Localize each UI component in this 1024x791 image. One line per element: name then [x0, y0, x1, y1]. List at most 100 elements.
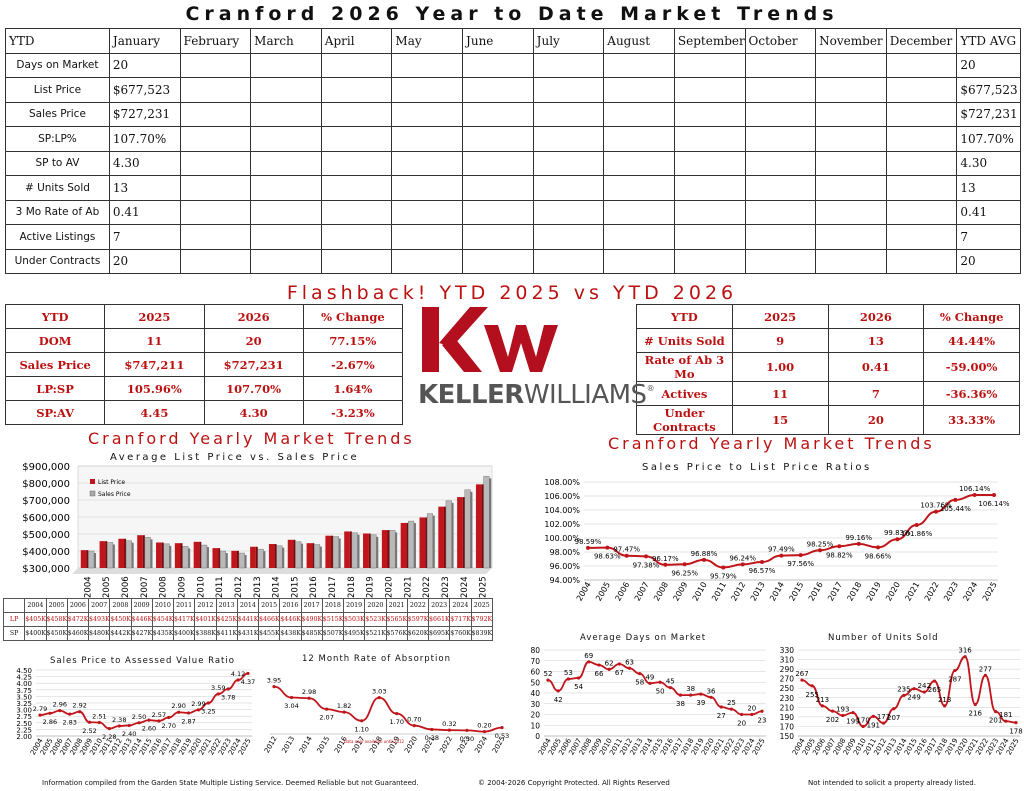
- data-label: 98.82%: [826, 551, 853, 559]
- bar-sales-price: [370, 534, 377, 569]
- x-tick-label: 2015: [316, 735, 332, 754]
- spav-chart: 2.002.252.502.753.003.253.503.754.004.25…: [16, 667, 255, 756]
- data-point: [837, 544, 842, 549]
- bar-list-side: [312, 543, 315, 568]
- data-label: 27: [717, 712, 726, 720]
- bar-sales-side: [395, 532, 398, 568]
- bar-sales-price: [107, 542, 114, 569]
- x-tick-label: 2024: [460, 576, 470, 598]
- bar-list-side: [236, 550, 239, 568]
- data-point: [871, 714, 875, 719]
- lp-table-year: 2024: [449, 598, 472, 613]
- y-tick-label: 40: [530, 689, 540, 698]
- lp-table-value: $523K: [364, 612, 387, 627]
- y-tick-label: $400,000: [22, 547, 70, 558]
- ytd-empty-cell: [673, 224, 746, 250]
- bar-sales-side: [131, 542, 134, 568]
- y-tick-label: 250: [780, 684, 795, 693]
- lp-table-value: $490K: [300, 612, 323, 627]
- y-tick-label: 94.00%: [549, 576, 580, 585]
- ytd-avg-value: 107.70%: [956, 126, 1021, 152]
- lp-table-year: 2017: [300, 598, 323, 613]
- bar-sales-price: [408, 520, 415, 569]
- ytd-empty-cell: [179, 224, 252, 250]
- lp-table-value: $458K: [45, 612, 68, 627]
- ytd-empty-cell: [250, 77, 322, 103]
- x-tick-label: 2016: [333, 735, 349, 755]
- bar-list-price: [475, 484, 482, 568]
- bar-list-side: [331, 535, 334, 568]
- flashback-header-cell: YTD: [4, 304, 106, 329]
- ytd-empty-cell: [603, 77, 675, 103]
- x-tick-label: 2025: [479, 576, 489, 598]
- x-tick-label: 2017: [826, 581, 844, 603]
- data-label: 99.83%: [884, 529, 911, 537]
- data-point: [638, 672, 642, 676]
- data-label: 99.16%: [845, 534, 872, 542]
- ytd-empty-cell: [532, 224, 605, 250]
- flashback-cell: Rate of Ab 3 Mo: [636, 352, 733, 382]
- ytd-header-cell: July: [532, 28, 605, 54]
- data-point: [800, 678, 804, 682]
- ytd-empty-cell: [250, 52, 322, 78]
- data-label: 0.30: [460, 735, 474, 743]
- lp-table-value: $417K: [172, 612, 196, 627]
- y-tick-label: $700,000: [22, 496, 70, 507]
- lp-table-value: $565K: [385, 612, 408, 627]
- lp-table-year: 2022: [406, 598, 430, 613]
- flashback-cell: 9: [731, 328, 829, 353]
- bar-list-price: [118, 538, 125, 568]
- absorb-chart: 3.95 3.04 2.98 2.07 1.82 1.10 3.03 1.70 0.70 0.38…: [263, 677, 509, 755]
- bar-sales-side: [112, 544, 115, 568]
- absorb-title: 12 Month Rate of Absorption: [302, 654, 451, 664]
- bar-list-price: [344, 531, 350, 568]
- ytd-header-cell: October: [744, 28, 817, 54]
- bar-list-side: [124, 538, 127, 568]
- data-point: [556, 689, 560, 693]
- data-point: [658, 680, 662, 684]
- x-tick-label: 2012: [729, 581, 747, 603]
- ytd-empty-cell: [673, 199, 746, 225]
- data-point: [576, 676, 581, 680]
- data-point: [963, 655, 967, 659]
- bar-sales-side: [376, 536, 379, 568]
- y-tick-label: 170: [780, 722, 795, 731]
- bar-sales-side: [489, 478, 492, 568]
- ytd-empty-cell: [532, 52, 605, 78]
- data-label: 53: [564, 669, 573, 677]
- data-label: 2.51: [92, 713, 106, 721]
- ytd-empty-cell: [179, 126, 252, 152]
- x-tick-label: 2020: [884, 581, 902, 603]
- flashback-title: Flashback! YTD 2025 vs YTD 2026: [286, 282, 738, 304]
- lp-table-value: $695K: [427, 626, 451, 641]
- bar-sales-price: [464, 489, 471, 569]
- lp-table-value: $450K: [45, 626, 68, 641]
- absorb-note: Data only available until 2012: [344, 739, 405, 744]
- ytd-empty-cell: [744, 248, 817, 274]
- bar-sales-price: [426, 513, 433, 569]
- bar-sales-price: [276, 545, 283, 569]
- data-label: 69: [584, 652, 593, 660]
- data-point: [624, 553, 629, 558]
- ytd-empty-cell: [744, 150, 817, 176]
- y-tick-label: 96.00%: [549, 562, 580, 571]
- y-tick-label: $900,000: [22, 462, 70, 473]
- flashback-cell: 20: [203, 328, 304, 353]
- data-point: [648, 681, 652, 685]
- y-tick-label: 210: [780, 703, 795, 712]
- bar-sales-side: [357, 534, 360, 568]
- data-point: [68, 712, 72, 716]
- x-tick-label: 2018: [368, 735, 384, 754]
- ytd-empty-cell: [885, 126, 958, 152]
- lp-table-value: $427K: [130, 626, 153, 641]
- data-point: [682, 562, 687, 567]
- lp-table-value: $792K: [470, 612, 493, 627]
- flashback-cell: 1.64%: [302, 376, 404, 401]
- bar-list-price: [457, 497, 463, 568]
- ytd-jan-value: 13: [108, 175, 181, 201]
- bar-sales-side: [206, 547, 209, 568]
- x-tick-label: 2022: [422, 576, 432, 598]
- flashback-cell: 44.44%: [923, 328, 1020, 353]
- x-tick-label: 2024: [961, 581, 979, 603]
- x-tick-label: 2005: [594, 581, 612, 603]
